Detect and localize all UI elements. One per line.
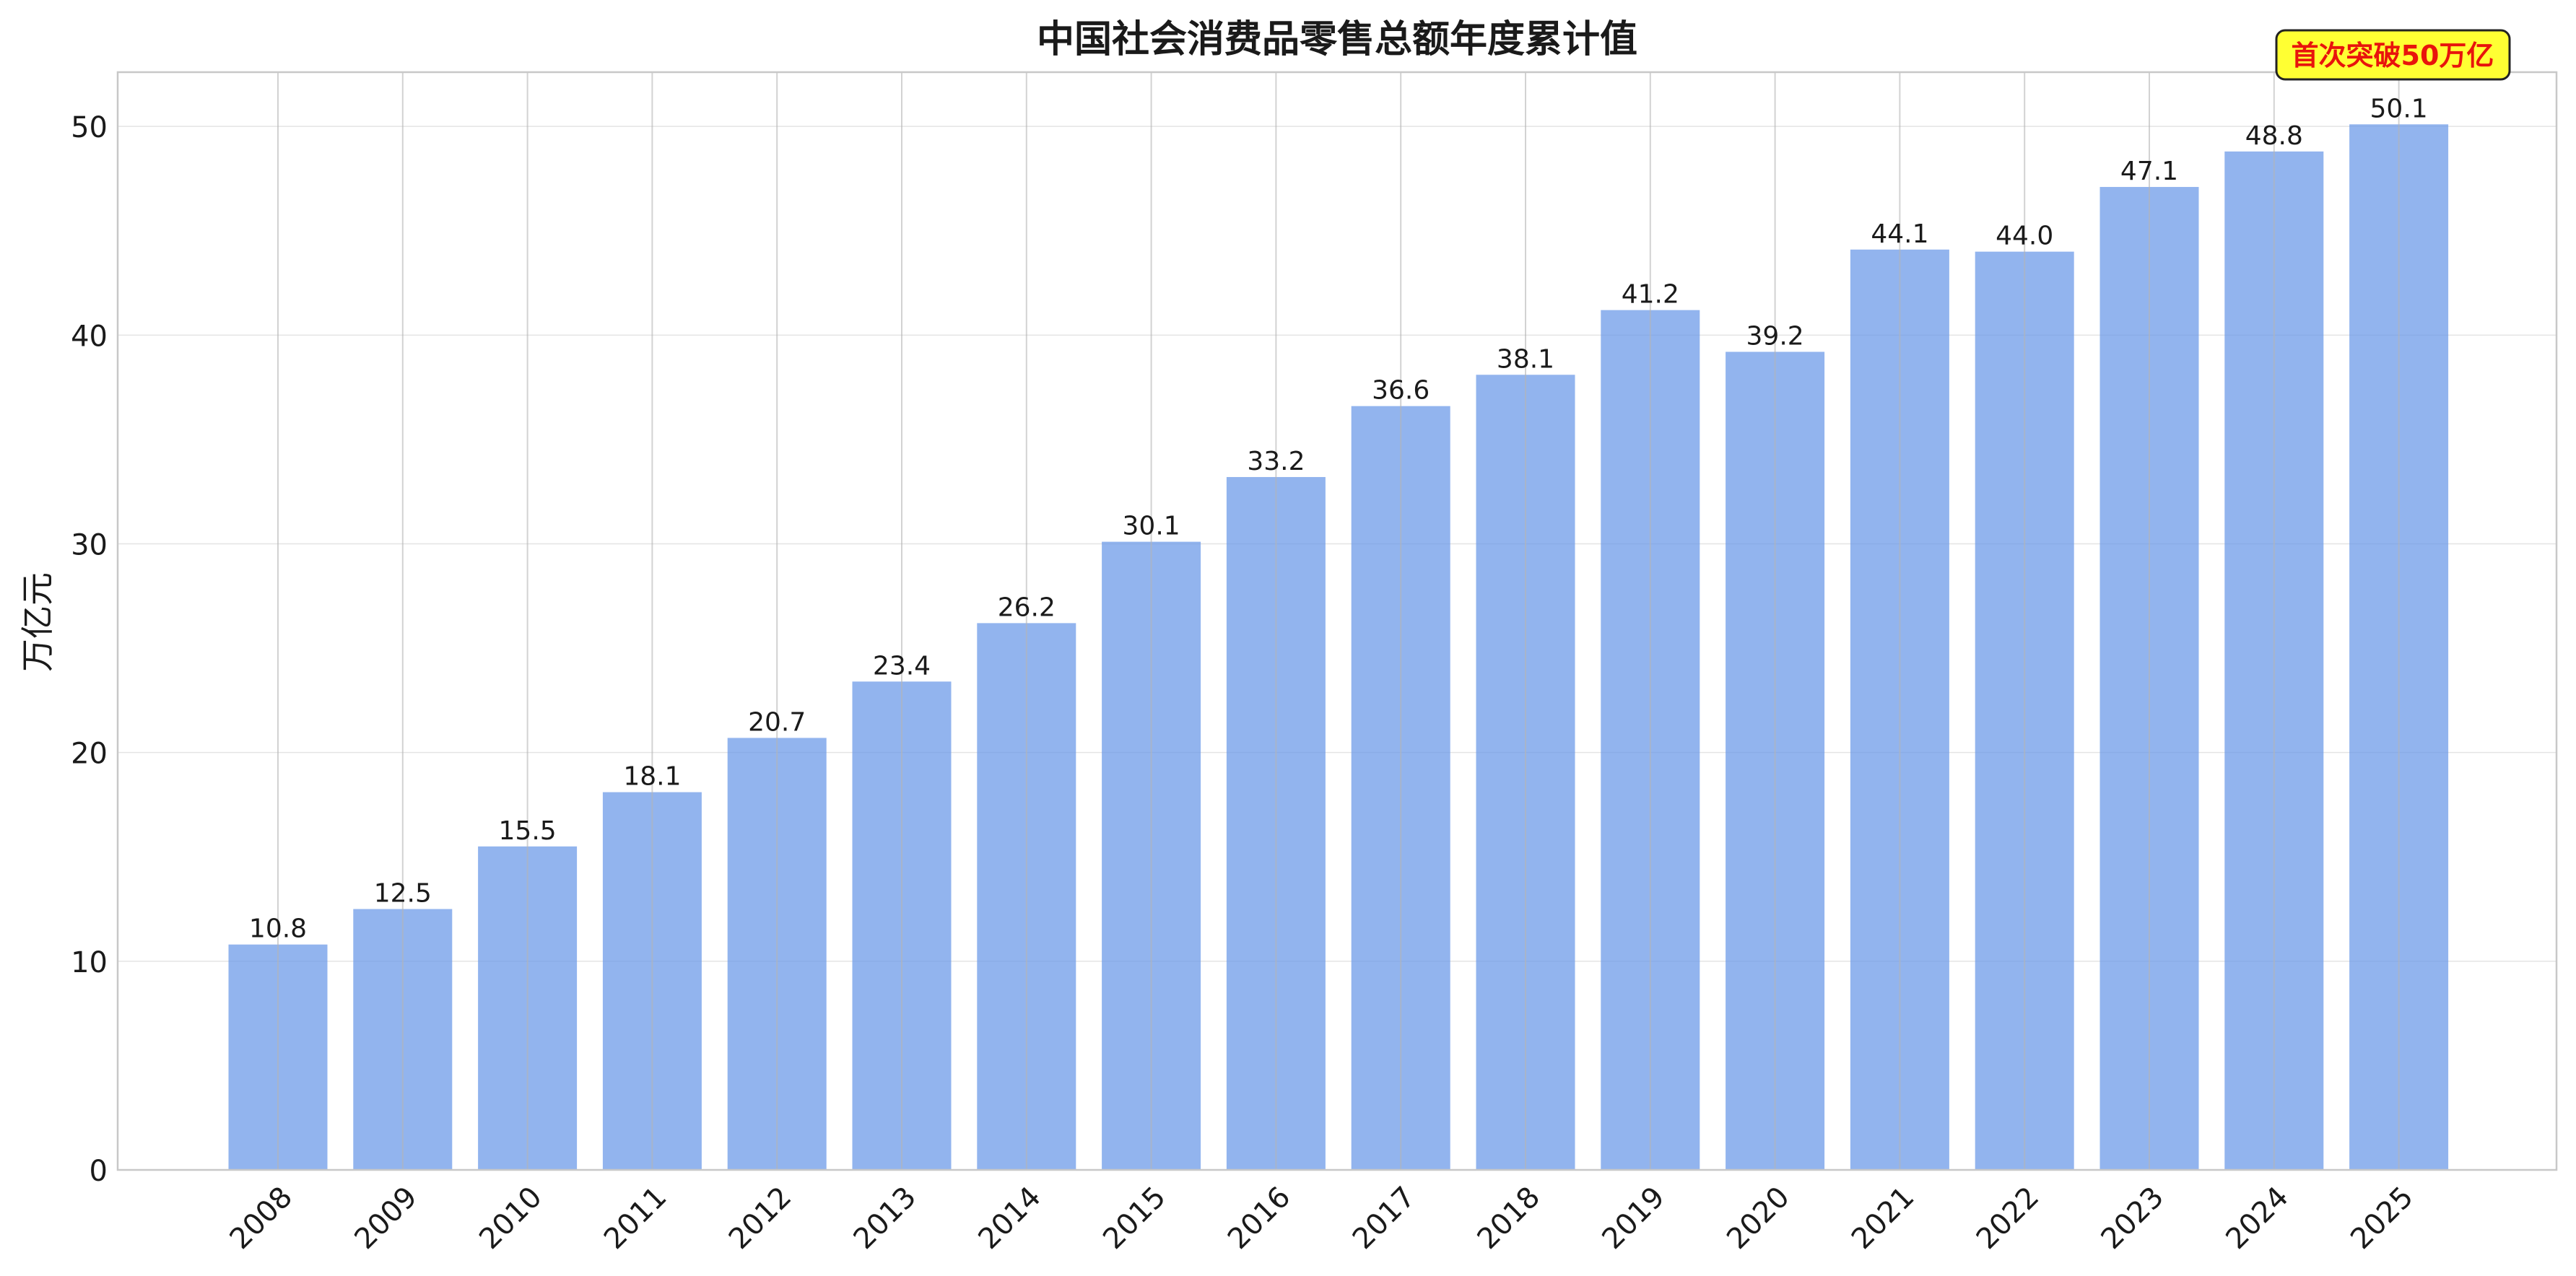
value-label-layer: 10.8 12.5 15.5 18.1 20.7 23.4 26.2 30.1 33.2 36.6… [249, 94, 2428, 943]
annotation-callout: 首次突破50万亿 [2275, 29, 2511, 81]
value-label: 30.1 [1123, 512, 1180, 541]
y-tick-label: 40 [71, 320, 108, 353]
value-label: 15.5 [499, 816, 557, 846]
y-tick-layer: 0 10 20 30 40 50 [71, 111, 108, 1188]
value-label: 23.4 [873, 651, 931, 681]
plot-frame [116, 71, 2558, 1171]
value-label: 33.2 [1247, 447, 1305, 476]
vertical-grid-layer [277, 72, 2400, 1170]
value-label: 47.1 [2120, 157, 2178, 186]
value-label: 26.2 [998, 593, 1056, 622]
y-tick-label: 50 [71, 111, 108, 144]
annotation-text: 首次突破50万亿 [2292, 40, 2494, 71]
value-label: 12.5 [374, 879, 432, 909]
y-tick-label: 10 [71, 946, 108, 979]
y-tick-label: 20 [71, 738, 108, 771]
chart-title: 中国社会消费品零售总额年度累计值 [1037, 18, 1637, 61]
value-label: 36.6 [1372, 376, 1430, 406]
value-label: 50.1 [2370, 94, 2428, 123]
value-label: 10.8 [249, 914, 307, 944]
value-label: 44.1 [1871, 219, 1928, 249]
y-tick-label: 0 [90, 1155, 108, 1188]
y-tick-label: 30 [71, 529, 108, 562]
value-label: 39.2 [1746, 321, 1804, 351]
annotation-box [2275, 29, 2511, 81]
value-label: 20.7 [748, 707, 806, 737]
value-label: 18.1 [623, 762, 681, 792]
value-label: 38.1 [1497, 344, 1554, 374]
value-label: 48.8 [2245, 121, 2303, 151]
y-axis-label: 万亿元 [18, 572, 57, 672]
value-label: 41.2 [1622, 280, 1679, 310]
value-label: 44.0 [1996, 222, 2053, 251]
